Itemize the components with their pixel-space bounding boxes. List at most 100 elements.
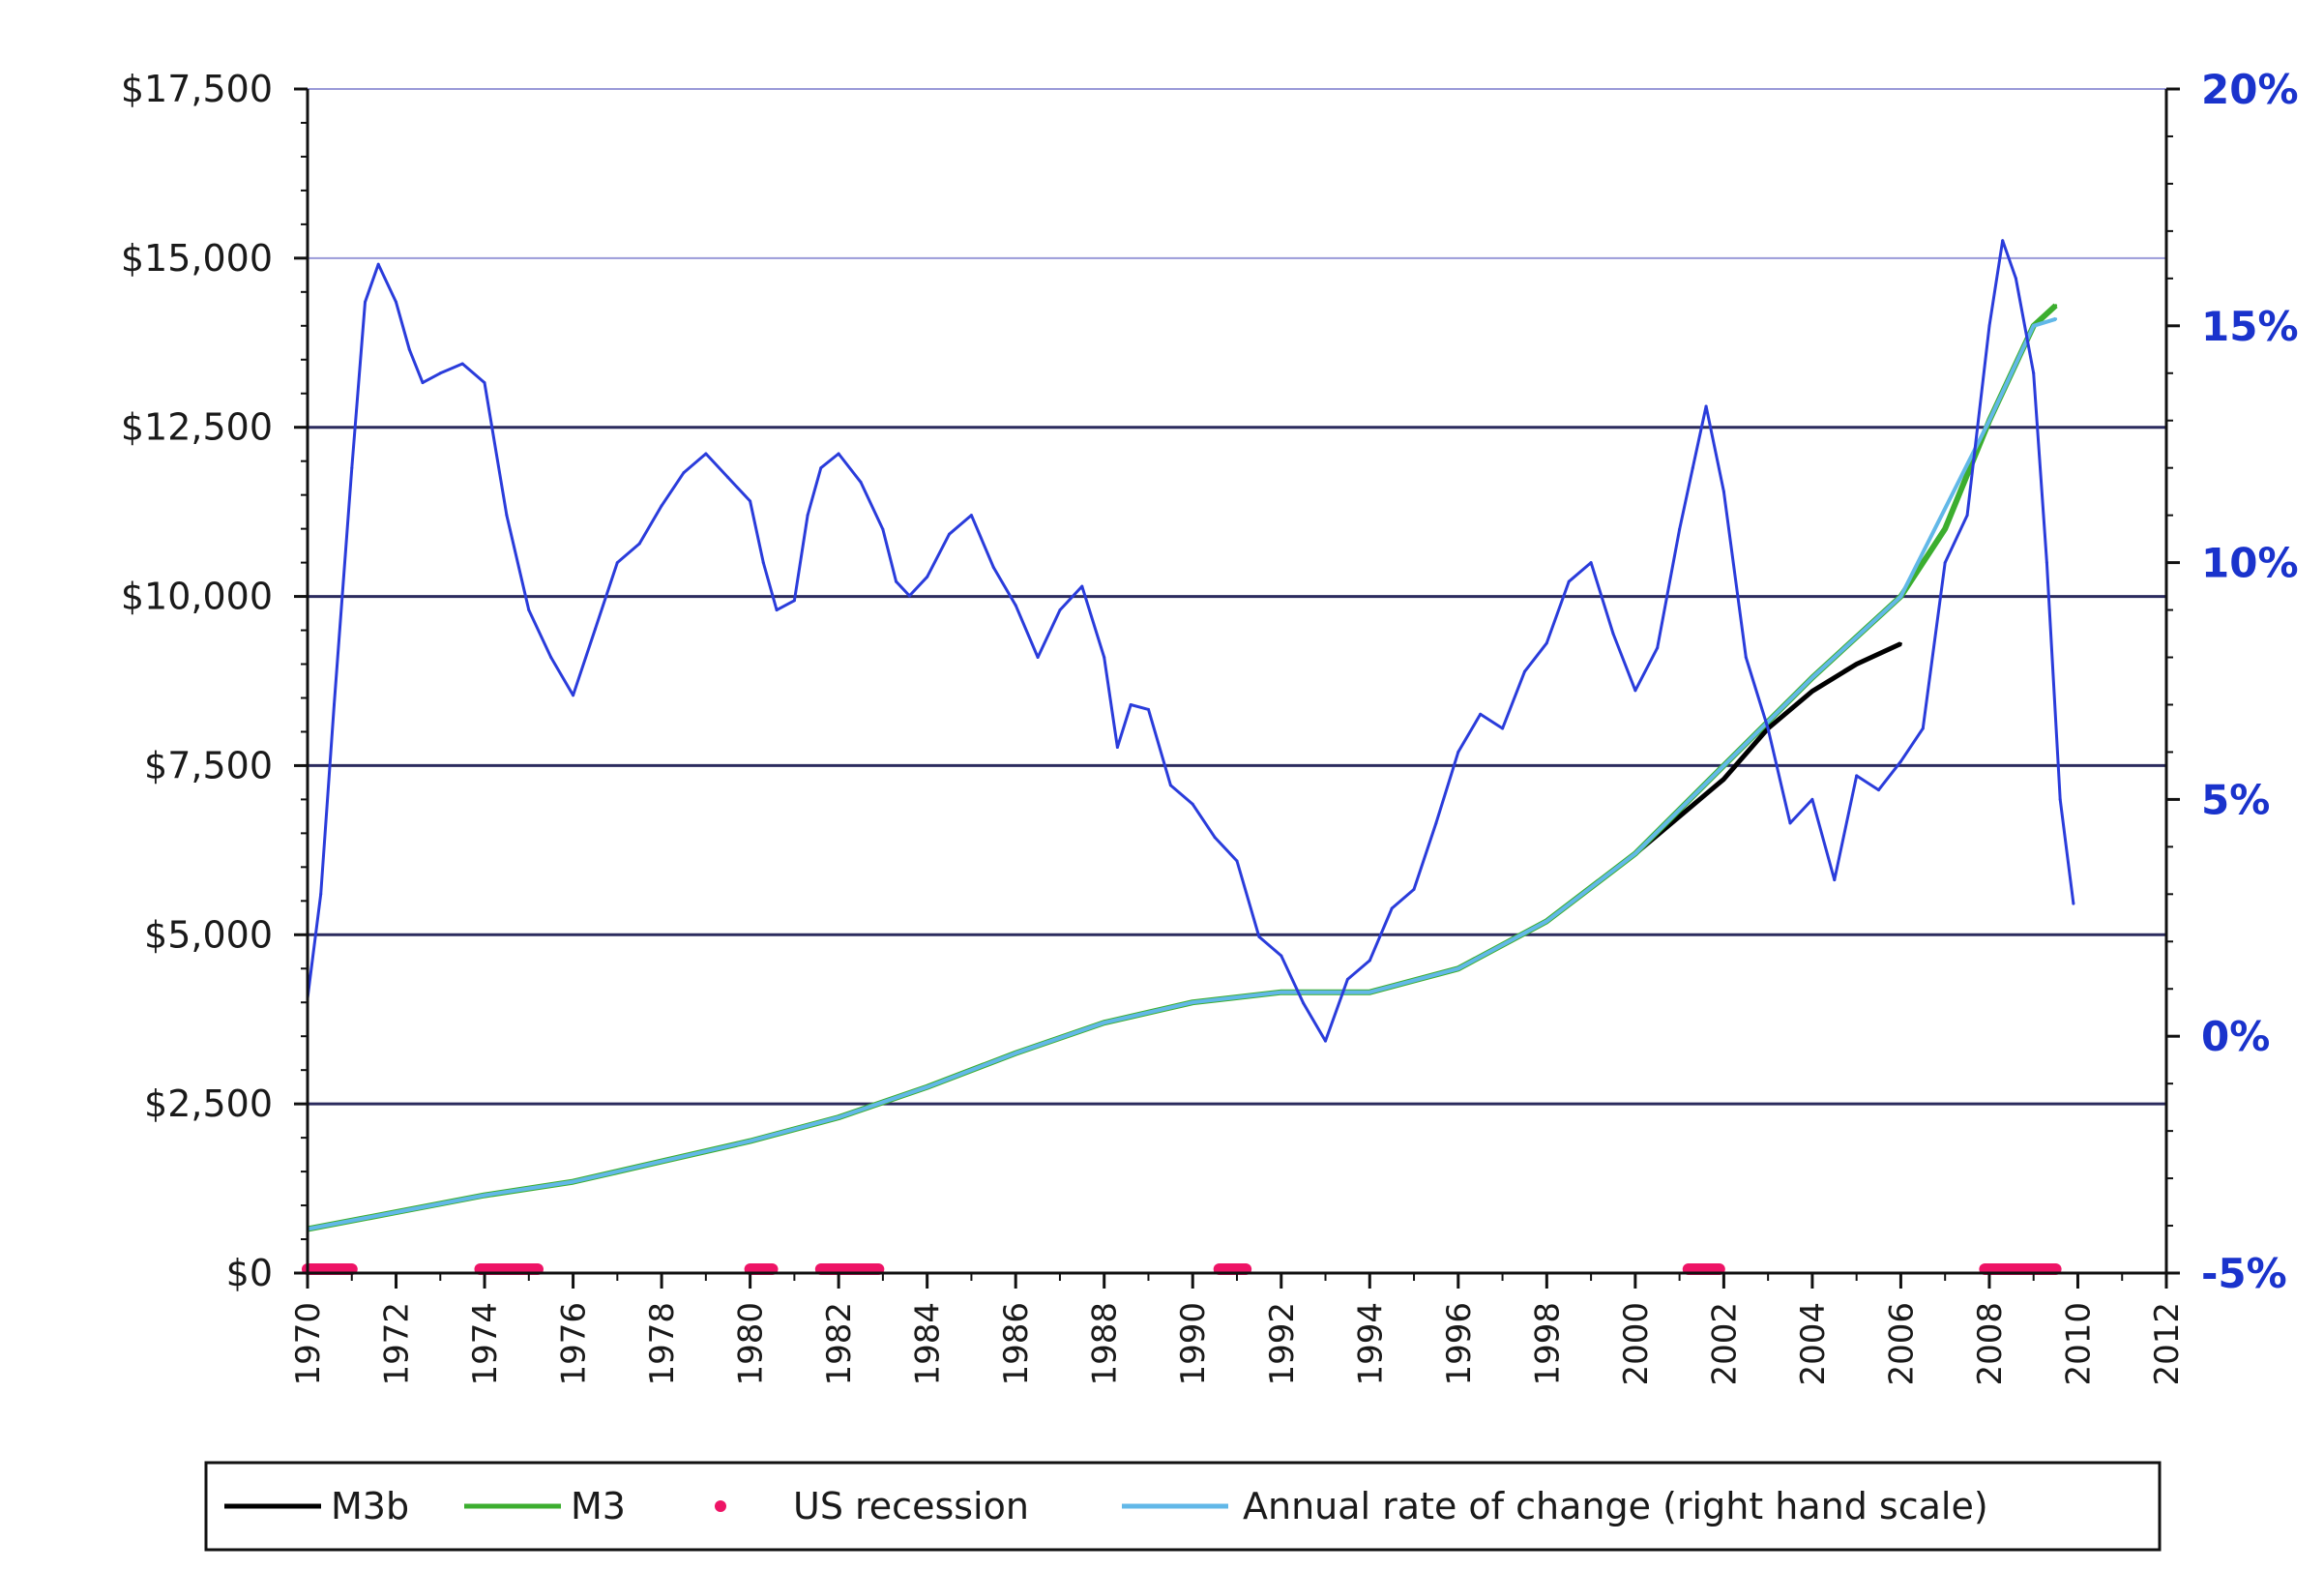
x-tick-label: 1974 (466, 1302, 505, 1386)
data-point (926, 1085, 929, 1089)
data-point (749, 499, 752, 503)
data-point (1855, 663, 1859, 666)
data-point (761, 561, 765, 565)
tick-labels: $0 $2,500 $5,000 $7,500 $10,000 $12,500 $15,00… (121, 66, 2299, 1386)
x-tick-label: 2010 (2059, 1302, 2098, 1386)
data-point (1280, 954, 1283, 958)
data-point (2054, 304, 2058, 308)
data-point (1691, 466, 1694, 470)
data-point (1633, 689, 1637, 693)
data-series (306, 239, 2075, 1232)
series-line (307, 303, 2058, 1232)
data-point (483, 1194, 486, 1198)
legend-label: Annual rate of change (right hand scale) (1243, 1485, 1988, 1527)
data-point (438, 371, 442, 375)
data-point (1368, 991, 1371, 994)
y-tick-label: $5,000 (144, 913, 273, 956)
data-point (1412, 887, 1416, 891)
data-point (572, 1180, 575, 1184)
data-point (1479, 712, 1483, 716)
series-line (307, 641, 1902, 1231)
data-point (1147, 707, 1150, 711)
data-point (682, 471, 686, 475)
series-line (307, 316, 2057, 1231)
x-tick-label: 2012 (2148, 1302, 2187, 1386)
data-point (421, 381, 425, 385)
data-point (2072, 902, 2075, 905)
data-point (749, 1140, 752, 1143)
data-point (1014, 604, 1017, 608)
x-tick-label: 1988 (1086, 1302, 1125, 1386)
data-point (948, 532, 951, 536)
y2-tick-label: 5% (2201, 776, 2270, 823)
data-point (1898, 759, 1902, 763)
x-tick-label: 1976 (555, 1302, 594, 1386)
data-point (1501, 726, 1505, 730)
data-point (1235, 859, 1239, 863)
data-point (483, 381, 486, 385)
data-point (775, 608, 779, 612)
series-line (306, 239, 2075, 1043)
data-point (881, 527, 885, 531)
axes (306, 89, 2168, 1275)
data-point (527, 608, 531, 612)
data-point (1987, 419, 1991, 423)
legend-swatch (715, 1500, 726, 1512)
data-point (376, 262, 380, 266)
gridlines (308, 88, 2166, 1106)
data-point (1833, 878, 1837, 882)
data-point (1103, 656, 1106, 659)
data-point (637, 542, 641, 546)
y2-tick-label: 10% (2201, 540, 2299, 587)
data-point (1191, 1000, 1194, 1004)
data-point (1898, 595, 1902, 599)
y-tick-label: $7,500 (144, 744, 273, 786)
data-point (1721, 489, 1725, 493)
x-tick-label: 1970 (289, 1302, 328, 1386)
data-point (1456, 966, 1460, 970)
data-point (364, 300, 367, 304)
data-point (2001, 239, 2005, 243)
data-point (819, 466, 823, 470)
data-point (1434, 821, 1438, 825)
data-point (333, 703, 336, 706)
data-point (505, 514, 509, 518)
data-point (2045, 561, 2048, 565)
data-point (1168, 784, 1172, 787)
data-point (1213, 836, 1217, 840)
x-tick-label: 2006 (1882, 1302, 1921, 1386)
data-point (907, 594, 911, 598)
data-point (1390, 906, 1394, 910)
data-point (1877, 788, 1880, 792)
data-point (2058, 797, 2062, 801)
x-tick-label: 1996 (1440, 1302, 1479, 1386)
y-tick-label: $15,000 (121, 237, 273, 280)
data-point (1766, 726, 1770, 730)
x-tick-label: 2002 (1705, 1302, 1744, 1386)
y2-tick-label: 20% (2201, 66, 2299, 113)
y-tick-label: $12,500 (121, 406, 273, 449)
data-point (460, 362, 464, 366)
data-point (1965, 514, 1969, 518)
legend-label: M3b (331, 1485, 409, 1527)
data-point (2054, 317, 2058, 321)
data-point (1656, 646, 1660, 650)
data-point (1633, 851, 1637, 855)
y-tick-label: $17,500 (121, 68, 273, 110)
data-point (350, 466, 354, 470)
x-tick-label: 2004 (1794, 1302, 1833, 1386)
data-point (792, 599, 796, 603)
data-point (926, 575, 929, 578)
data-point (1721, 777, 1725, 781)
data-point (1036, 656, 1040, 659)
data-point (1368, 959, 1371, 963)
data-point (1810, 797, 1814, 801)
data-point (1302, 1001, 1306, 1005)
data-point (1898, 642, 1902, 645)
data-point (806, 514, 809, 518)
data-point (660, 504, 663, 508)
x-tick-label: 2000 (1617, 1302, 1656, 1386)
x-tick-label: 1994 (1351, 1302, 1390, 1386)
y2-tick-label: -5% (2201, 1250, 2287, 1297)
